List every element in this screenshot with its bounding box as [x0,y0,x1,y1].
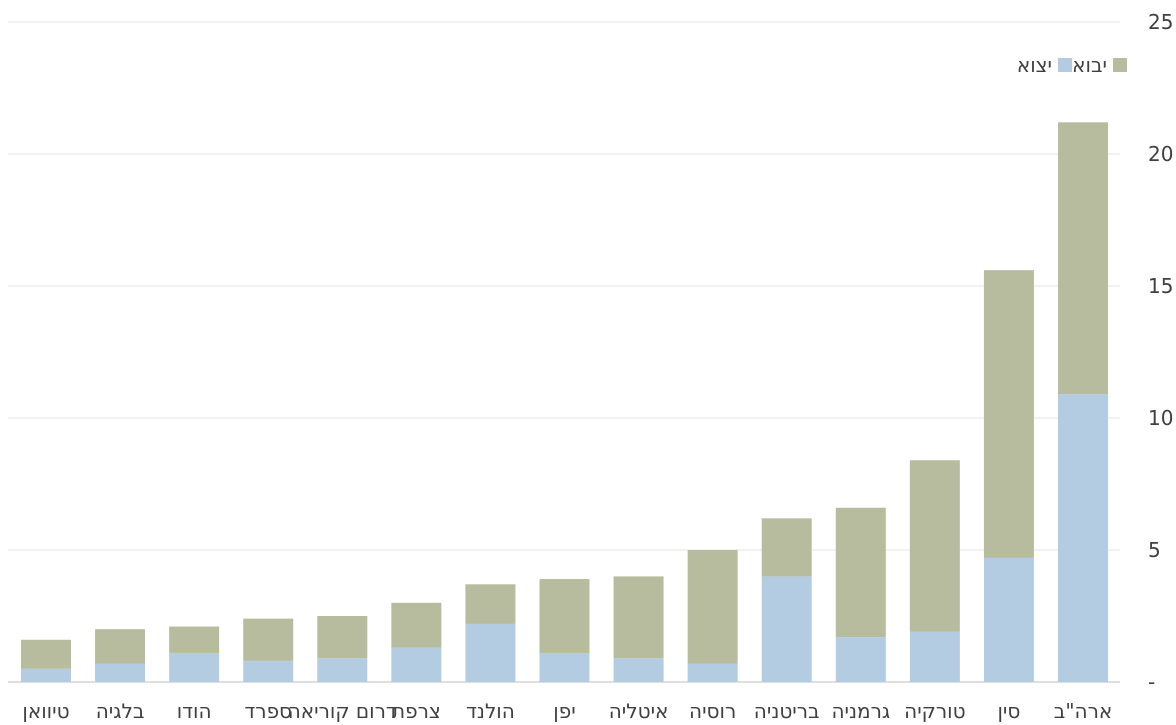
bar-import [761,518,812,577]
bar-import [539,579,590,653]
bar-export [317,658,368,682]
y-tick-label: 5 [1148,538,1161,562]
legend-label: יבוא [1072,53,1107,77]
category-label: גרמניה [831,699,890,723]
bar-export [539,652,590,682]
y-tick-label: 20 [1148,142,1173,166]
legend: יבוא יצוא [1017,53,1127,77]
bar-export [465,623,516,682]
y-tick-label: 10 [1148,406,1173,430]
category-label: בריטניה [754,699,820,723]
bar-export [613,658,664,682]
bar-import [983,270,1034,558]
bar-export [909,631,960,682]
category-label: הולנד [466,699,515,723]
bar-export [1058,394,1108,682]
legend-swatch [1058,58,1072,72]
bar-export [687,663,738,682]
y-tick-label: - [1148,670,1155,694]
bar-import [21,639,71,669]
bar-export [95,663,146,682]
bar-import [835,507,886,638]
category-label: רוסיה [689,699,736,723]
bar-export [835,637,886,682]
y-tick-label: 15 [1148,274,1173,298]
category-label: צרפת [392,699,441,723]
bar-import [95,629,146,664]
bar-export [983,557,1034,682]
category-label: יפן [553,699,575,723]
bar-export [21,668,71,682]
bar-import [909,460,960,632]
bar-import [317,616,368,659]
bar-export [169,652,220,682]
bar-export [243,660,294,682]
category-label: טיוואן [22,699,69,723]
legend-swatch [1113,58,1127,72]
bar-import [613,576,664,659]
x-axis-categories: ארה"ב סין טורקיה גרמניה בריטניה רוסיה איטליה יפ… [22,699,1112,723]
y-tick-label: 25 [1148,10,1173,34]
category-label: סין [997,699,1020,723]
category-label: ארה"ב [1054,699,1113,723]
bar-export [761,576,812,682]
category-label: הודו [177,699,212,723]
bar-import [1058,122,1108,395]
bar-import [391,602,442,648]
category-label: ספרד [244,699,292,723]
bar-import [169,626,220,653]
y-axis-ticks: - 5 10 15 20 25 [1148,10,1173,694]
category-label: דרום קוריאה [288,699,397,723]
category-label: איטליה [609,699,669,723]
category-label: טורקיה [904,699,965,723]
bar-import [687,550,738,664]
bars [21,122,1108,682]
bar-import [465,584,516,624]
bar-export [391,647,442,682]
legend-label: יצוא [1017,53,1052,77]
category-label: בלגיה [96,699,145,723]
bar-import [243,618,294,661]
